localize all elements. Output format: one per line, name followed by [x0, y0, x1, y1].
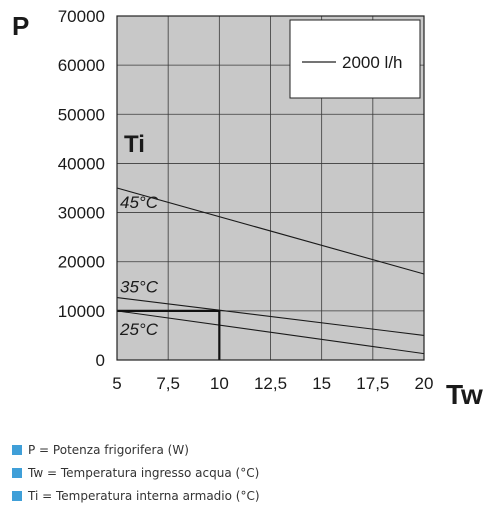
- y-tick-label: 10000: [58, 302, 105, 321]
- legend-text: Tw = Temperatura ingresso acqua (°C): [28, 466, 260, 480]
- legend-text: P = Potenza frigorifera (W): [28, 443, 189, 457]
- series-line: [116, 310, 425, 355]
- legend-swatch: [12, 491, 22, 501]
- series-label: 25°C: [119, 320, 159, 339]
- panel-label: Ti: [124, 131, 145, 158]
- y-axis-letter: P: [12, 11, 29, 41]
- example-marker: [117, 309, 221, 360]
- y-tick-label: 50000: [58, 105, 105, 124]
- legend-swatch: [12, 445, 22, 455]
- series-lines: 45°C 35°C 25°C: [116, 187, 425, 355]
- legend-item: Tw = Temperatura ingresso acqua (°C): [12, 463, 482, 483]
- plot-border: [116, 15, 425, 361]
- x-tick-label: 15: [312, 374, 331, 393]
- flow-legend-label: 2000 l/h: [342, 53, 403, 72]
- x-tick-label: 12,5: [254, 374, 287, 393]
- legend-text: Ti = Temperatura interna armadio (°C): [28, 489, 260, 503]
- tick-labels: 5 7,5 10 12,5 15 17,5 20 0 10000 20000 30000 40000 5…: [58, 7, 434, 393]
- y-tick-label: 40000: [58, 154, 105, 173]
- y-tick-label: 70000: [58, 7, 105, 26]
- x-tick-label: 7,5: [156, 374, 180, 393]
- series-line: [116, 187, 425, 275]
- y-tick-label: 20000: [58, 253, 105, 272]
- x-tick-label: 20: [415, 374, 434, 393]
- series-line: [116, 297, 425, 336]
- x-axis-letter: Tw: [446, 379, 483, 410]
- series-label: 35°C: [120, 278, 159, 297]
- y-tick-label: 0: [96, 351, 105, 370]
- x-tick-label: 10: [210, 374, 229, 393]
- legend-item: P = Potenza frigorifera (W): [12, 440, 482, 460]
- flow-legend-box: 2000 l/h: [289, 19, 421, 99]
- legend: P = Potenza frigorifera (W) Tw = Tempera…: [12, 440, 482, 509]
- legend-item: Ti = Temperatura interna armadio (°C): [12, 486, 482, 506]
- x-tick-label: 17,5: [356, 374, 389, 393]
- x-tick-label: 5: [112, 374, 121, 393]
- chart: 5 7,5 10 12,5 15 17,5 20 0 10000 20000 30000 40000 5…: [12, 7, 483, 410]
- legend-swatch: [12, 468, 22, 478]
- series-label: 45°C: [120, 193, 159, 212]
- y-tick-label: 30000: [58, 204, 105, 223]
- y-tick-label: 60000: [58, 56, 105, 75]
